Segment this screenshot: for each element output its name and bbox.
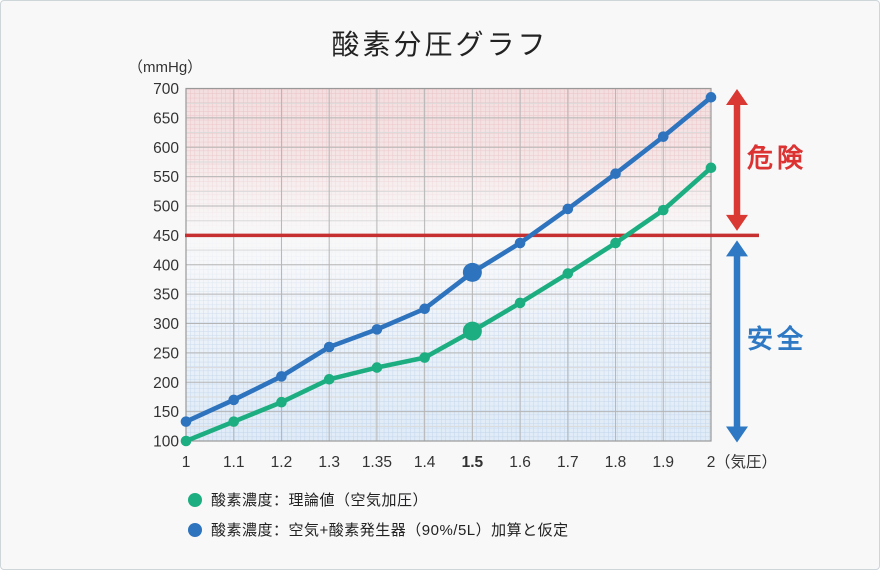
- data-point: [419, 303, 430, 315]
- legend-label-theoretical: 酸素濃度：理論値（空気加圧）: [211, 492, 429, 509]
- data-point: [228, 416, 240, 427]
- data-point: [180, 416, 192, 427]
- data-point: [657, 131, 669, 142]
- legend-label-generator: 酸素濃度：空気+酸素発生器（90%/5L）加算と仮定: [211, 522, 569, 539]
- legend-item-theoretical: 酸素濃度：理論値（空気加圧）: [188, 489, 569, 510]
- chart-title: 酸素分圧グラフ: [331, 30, 549, 61]
- y-axis-ticks: 100 150 200 250 300 350 400 450 500 550 600 650 700: [153, 81, 179, 451]
- svg-text:250: 250: [153, 345, 179, 362]
- grid-major: [186, 88, 711, 441]
- data-point: [371, 362, 383, 373]
- svg-text:1: 1: [182, 454, 191, 471]
- svg-text:300: 300: [153, 316, 179, 333]
- legend-dot-green-icon: [188, 492, 202, 507]
- danger-zone-label: 危険: [747, 143, 808, 173]
- legend-dot-blue-icon: [188, 522, 202, 537]
- svg-text:（気圧）: （気圧）: [715, 453, 777, 471]
- data-point: [371, 324, 383, 335]
- data-point: [657, 204, 669, 216]
- data-point: [462, 262, 482, 282]
- legend-item-generator: 酸素濃度：空気+酸素発生器（90%/5L）加算と仮定: [188, 519, 569, 540]
- svg-text:100: 100: [153, 434, 179, 451]
- svg-text:350: 350: [153, 287, 179, 304]
- data-point: [562, 203, 574, 215]
- data-point: [705, 92, 717, 103]
- data-point: [323, 374, 335, 385]
- plot-border: [185, 87, 712, 442]
- svg-text:1.35: 1.35: [362, 454, 392, 471]
- data-point: [562, 268, 574, 279]
- svg-text:150: 150: [153, 404, 179, 421]
- data-point: [610, 168, 621, 179]
- svg-text:500: 500: [153, 199, 179, 216]
- data-point: [610, 237, 621, 249]
- y-axis-unit-label: （mmHg）: [128, 59, 203, 76]
- data-point: [419, 352, 430, 363]
- svg-text:1.3: 1.3: [318, 454, 340, 471]
- svg-text:700: 700: [153, 81, 179, 98]
- series-theoretical: [180, 162, 717, 447]
- svg-text:650: 650: [153, 110, 179, 127]
- series-generator: [180, 92, 717, 427]
- svg-text:1.6: 1.6: [509, 454, 531, 471]
- data-point: [705, 162, 717, 174]
- x-axis-ticks: 1 1.1 1.2 1.3 1.35 1.4 1.5 1.6 1.7 1.8 1.9 2 （気圧）: [182, 453, 777, 471]
- grid-minor: [186, 102, 711, 427]
- svg-text:1.2: 1.2: [271, 454, 293, 471]
- svg-text:1.7: 1.7: [557, 454, 579, 471]
- svg-text:2: 2: [707, 454, 716, 471]
- data-point: [228, 394, 240, 406]
- svg-text:450: 450: [153, 228, 179, 245]
- svg-text:200: 200: [153, 375, 179, 392]
- data-point: [514, 297, 526, 309]
- data-point: [276, 371, 287, 382]
- svg-text:1.5: 1.5: [462, 454, 484, 471]
- svg-text:1.9: 1.9: [652, 454, 674, 471]
- data-point: [514, 237, 526, 249]
- danger-range-arrow-icon: [726, 89, 748, 231]
- chart-legend: 酸素濃度：理論値（空気加圧） 酸素濃度：空気+酸素発生器（90%/5L）加算と仮…: [188, 489, 569, 540]
- svg-text:400: 400: [153, 257, 179, 274]
- safe-zone-label: 安全: [747, 324, 808, 354]
- data-point: [323, 341, 335, 353]
- safe-range-arrow-icon: [726, 240, 748, 443]
- data-point: [180, 435, 192, 447]
- svg-text:550: 550: [153, 169, 179, 186]
- svg-text:600: 600: [153, 140, 179, 157]
- data-point: [462, 321, 482, 341]
- data-point: [276, 396, 287, 408]
- svg-text:1.1: 1.1: [223, 454, 245, 471]
- svg-text:1.8: 1.8: [605, 454, 627, 471]
- svg-text:1.4: 1.4: [414, 454, 436, 471]
